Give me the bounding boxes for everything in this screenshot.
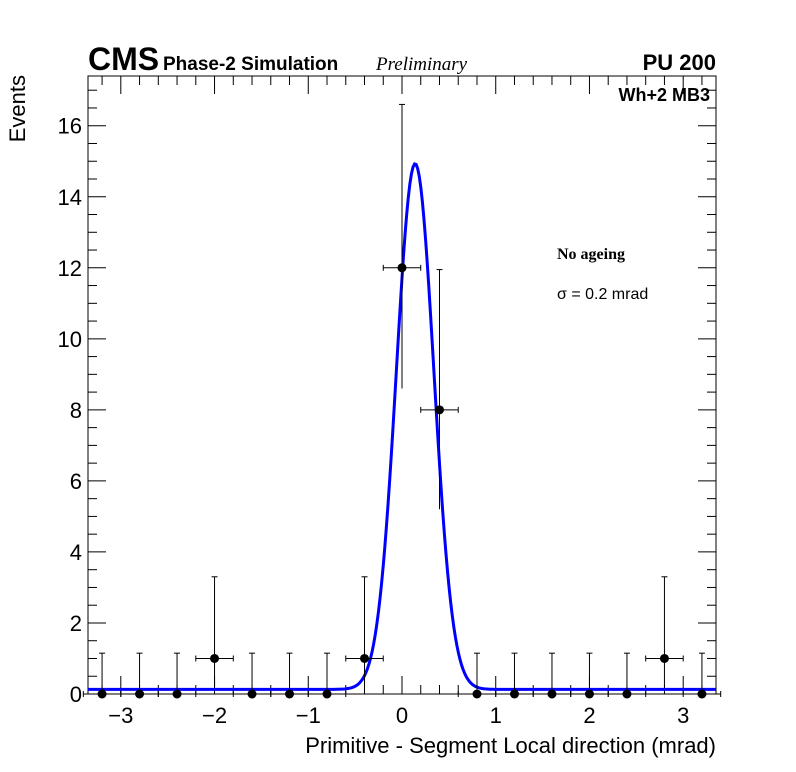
data-point	[472, 689, 482, 699]
x-tick-label: 0	[396, 703, 408, 728]
condition-label: No ageing	[557, 246, 625, 263]
data-point-group	[382, 103, 422, 389]
y-tick-label: 14	[58, 185, 82, 210]
data-point-group	[157, 652, 197, 699]
data-point-group	[270, 652, 309, 699]
data-point-group	[607, 652, 647, 699]
data-point	[210, 653, 220, 663]
data-point	[397, 263, 407, 273]
data-point	[659, 653, 669, 663]
data-point-group	[682, 652, 722, 699]
data-point	[247, 689, 257, 699]
y-tick-label: 12	[58, 256, 82, 281]
data-point-group	[120, 652, 159, 699]
x-axis-title: Primitive - Segment Local direction (mra…	[305, 733, 716, 758]
data-point	[285, 689, 295, 699]
y-axis-title: Events	[5, 75, 30, 142]
data-point	[584, 689, 594, 699]
data-point-group	[570, 652, 609, 699]
cms-label: CMS	[88, 41, 159, 77]
x-tick-label: −1	[296, 703, 321, 728]
pileup-label: PU 200	[643, 50, 716, 75]
data-point	[322, 689, 332, 699]
data-point-group	[232, 652, 272, 699]
data-point-group	[420, 269, 459, 510]
x-tick-label: 1	[490, 703, 502, 728]
data-point	[172, 689, 182, 699]
data-point-group	[645, 576, 684, 687]
preliminary-label: Preliminary	[375, 54, 468, 75]
data-points	[82, 103, 722, 699]
y-tick-label: 2	[70, 611, 82, 636]
data-point	[622, 689, 632, 699]
y-tick-label: 0	[70, 682, 82, 707]
data-point	[547, 689, 557, 699]
data-point-group	[195, 576, 234, 687]
simulation-label: Phase-2 Simulation	[163, 54, 338, 75]
y-tick-label: 6	[70, 469, 82, 494]
y-tick-label: 16	[58, 114, 82, 139]
data-point	[697, 689, 707, 699]
y-tick-label: 4	[70, 540, 82, 565]
data-point	[135, 689, 145, 699]
x-tick-label: −3	[108, 703, 133, 728]
data-point	[360, 653, 370, 663]
data-point-group	[307, 652, 347, 699]
data-point-group	[532, 652, 572, 699]
x-tick-label: −2	[202, 703, 227, 728]
data-point-group	[457, 652, 497, 699]
data-point-group	[495, 652, 534, 699]
data-point-group	[345, 576, 384, 687]
y-tick-label: 8	[70, 398, 82, 423]
data-point	[509, 689, 519, 699]
sigma-label: σ = 0.2 mrad	[557, 286, 648, 303]
y-tick-label: 10	[58, 327, 82, 352]
x-tick-label: 2	[583, 703, 595, 728]
region-label: Wh+2 MB3	[618, 85, 710, 105]
x-tick-label: 3	[677, 703, 689, 728]
data-point	[97, 689, 107, 699]
data-point	[434, 405, 444, 415]
